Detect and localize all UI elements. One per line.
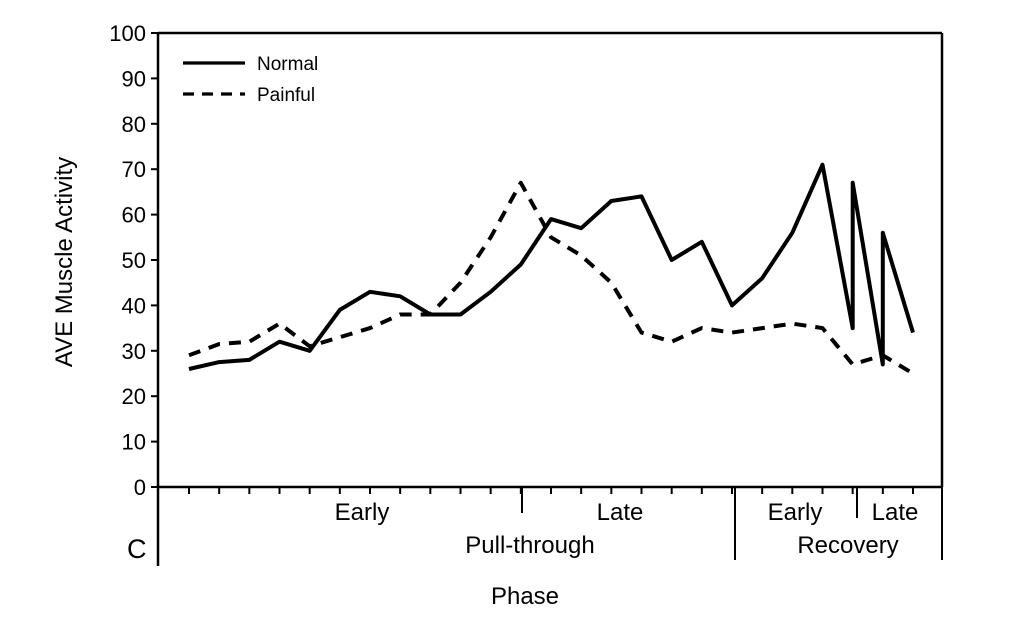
legend-label-normal: Normal [257,54,318,75]
series-line-painful [188,180,915,376]
y-tick-label-70: 70 [122,157,146,182]
phase-label-pull-through: Pull-through [465,532,594,559]
y-tick-label-30: 30 [122,339,146,364]
y-tick-label-100: 100 [109,21,146,46]
y-tick-label-0: 0 [134,475,146,500]
x-axis [188,487,914,494]
legend: Normal Painful [183,54,318,106]
y-tick-label-60: 60 [122,203,146,228]
y-axis: 0 10 20 30 40 50 60 70 80 90 100 [109,21,158,500]
phase-label-pull-late: Late [597,499,644,526]
y-tick-label-90: 90 [122,66,146,91]
panel-label: C [127,534,147,564]
series-line-normal [188,162,915,371]
y-tick-label-80: 80 [122,112,146,137]
phase-label-recovery: Recovery [797,532,898,559]
y-tick-label-40: 40 [122,293,146,318]
phase-label-recovery-early: Early [768,499,823,526]
legend-label-painful: Painful [257,85,315,106]
phase-label-pull-early: Early [335,499,390,526]
phase-label-recovery-late: Late [872,499,919,526]
y-tick-label-20: 20 [122,384,146,409]
plot-frame [156,31,944,566]
series-layer [188,162,915,376]
phase-bands: Early Late Pull-through Early Late Recov… [335,487,943,560]
y-tick-label-50: 50 [122,248,146,273]
y-tick-label-10: 10 [122,430,146,455]
y-axis-title: AVE Muscle Activity [51,157,78,367]
x-axis-title: Phase [491,583,559,610]
